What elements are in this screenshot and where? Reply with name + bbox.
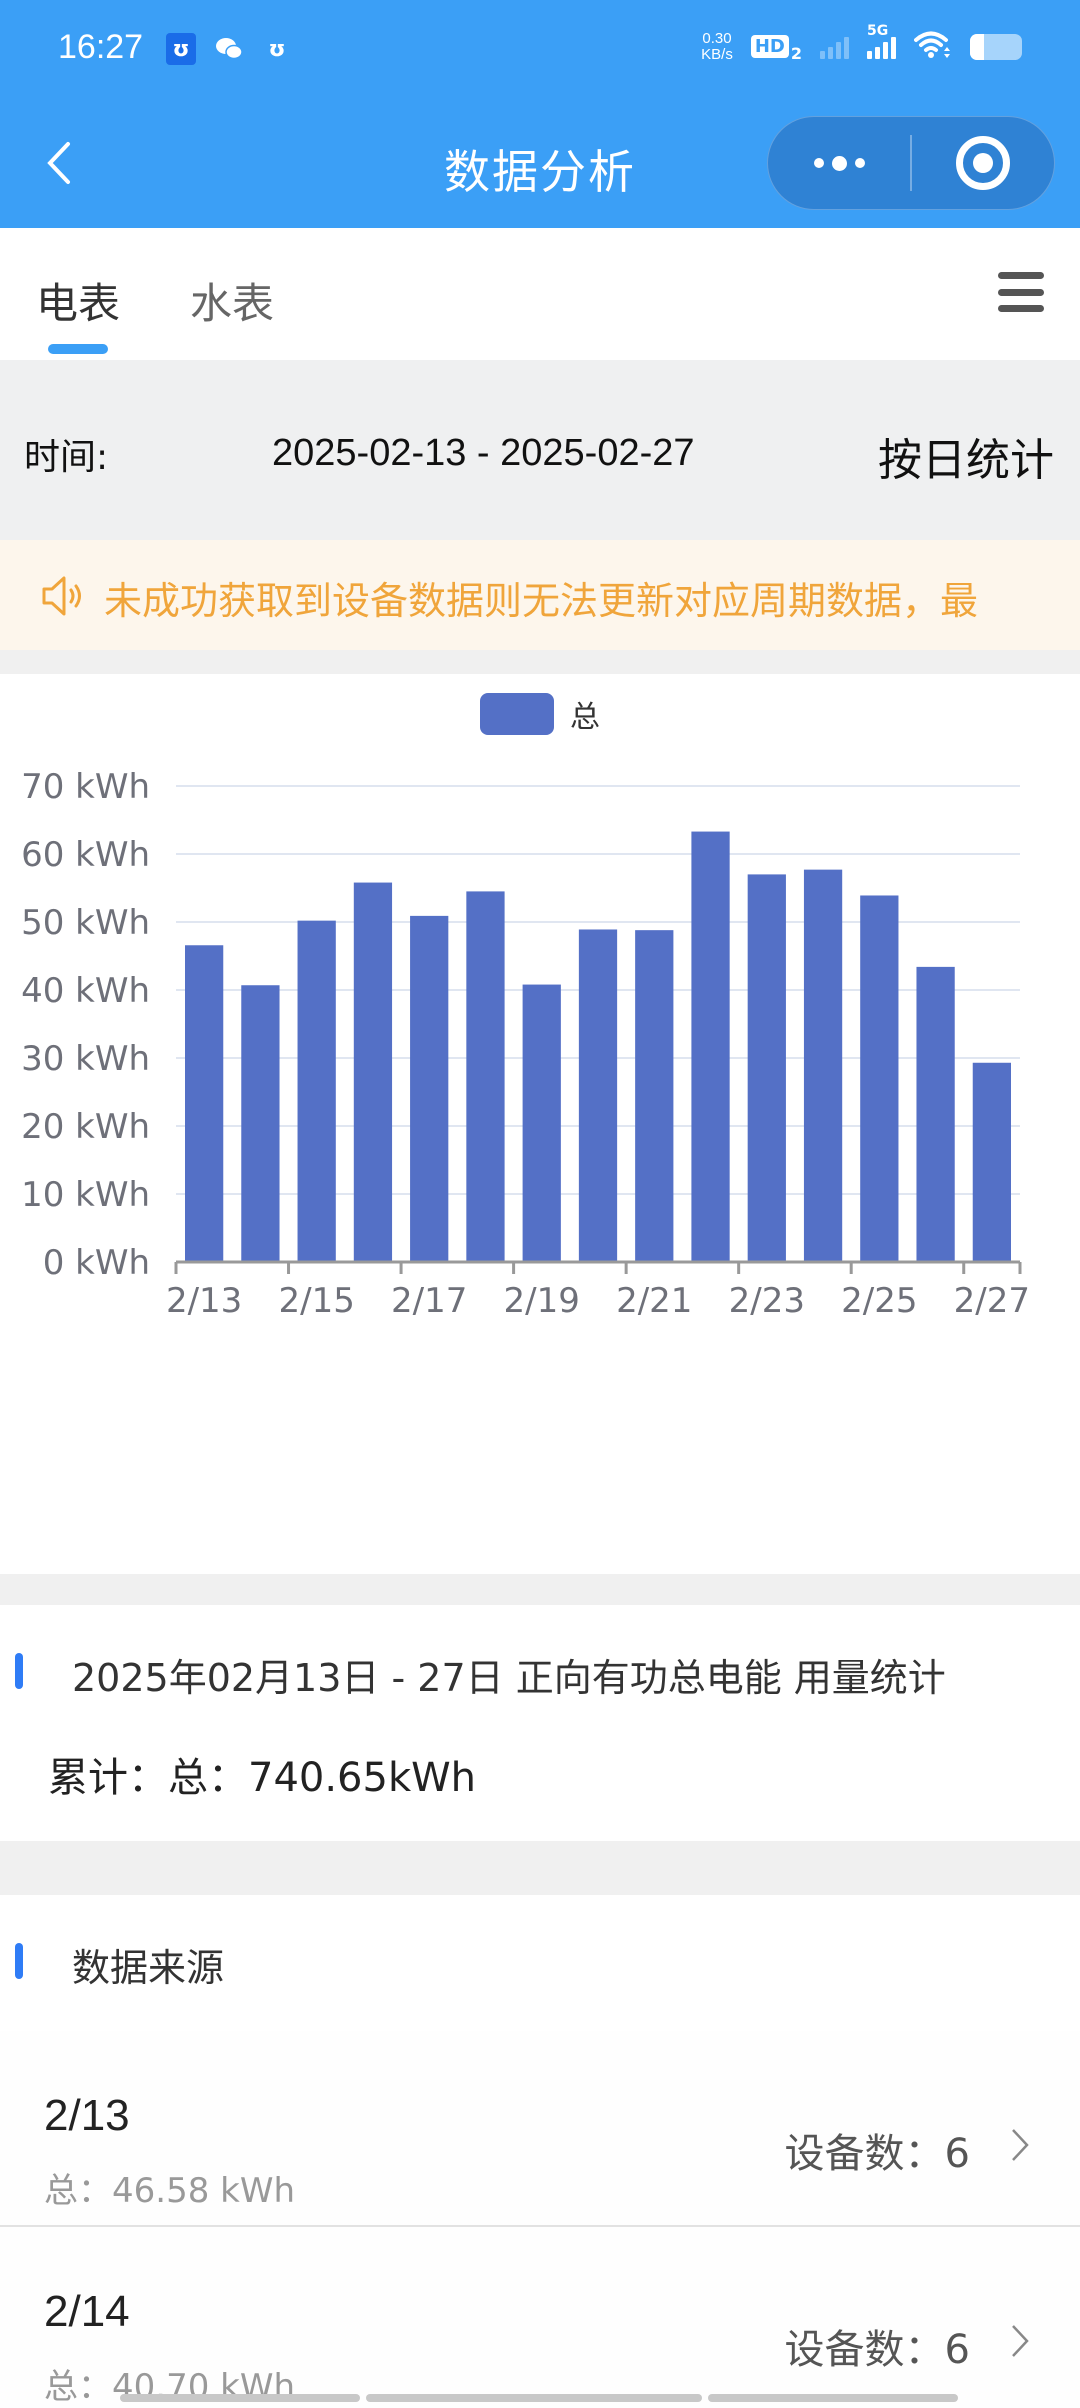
hd-voice-icon: HD <box>750 35 789 58</box>
chart-bar[interactable] <box>578 929 618 1262</box>
item-value: 总：46.58 kWh <box>44 2171 295 2211</box>
chart-bar[interactable] <box>185 945 224 1262</box>
usage-summary: 2025年02月13日 - 27日 正向有功总电能 用量统计 累计：总：740.… <box>0 1605 1080 1841</box>
chart-bar[interactable] <box>353 882 393 1262</box>
chart-bar[interactable] <box>972 1062 1011 1262</box>
item-date: 2/13 <box>44 2091 130 2140</box>
y-axis-label: 60 kWh <box>21 835 150 875</box>
chevron-left-icon <box>47 142 70 184</box>
time-filter-bar: 时间: 2025-02-13 - 2025-02-27 按日统计 <box>0 360 1080 540</box>
net-speed-value: 0.30 <box>702 29 732 47</box>
legend-swatch <box>480 693 554 735</box>
net-speed: 0.30 KB/s <box>701 29 733 63</box>
bar-chart: 0 kWh 10 kWh 20 kWh 30 kWh 40 kWh 50 kWh 60 kW… <box>21 767 1030 1321</box>
capsule-divider <box>910 135 912 191</box>
item-device-count: 设备数：6 <box>784 2131 970 2177</box>
chart-bar[interactable] <box>410 915 449 1262</box>
hamburger-menu-icon[interactable] <box>998 272 1044 312</box>
y-axis-label: 40 kWh <box>21 971 150 1011</box>
section-accent-bar <box>15 1943 23 1979</box>
notice-text: 未成功获取到设备数据则无法更新对应周期数据，最 <box>104 579 979 623</box>
list-item[interactable]: 2/13 总：46.58 kWh 设备数：6 <box>0 2031 1080 2229</box>
chart-legend[interactable]: 总 <box>0 692 1080 736</box>
signal-5g-icon: 5G <box>867 23 896 59</box>
chart-bar[interactable] <box>803 869 843 1262</box>
hd-sub: 2 <box>790 44 802 63</box>
x-axis-label: 2/21 <box>616 1281 692 1321</box>
status-bar: 16:27 ʊ ʊ 0.30 KB/s HD 2 5G <box>0 0 1080 100</box>
app-notification-icon: ʊ <box>166 33 196 65</box>
wechat-icon <box>214 33 244 65</box>
summary-total: 累计：总：740.65kWh <box>48 1755 477 1801</box>
battery-icon <box>970 33 1022 60</box>
y-axis-label: 20 kWh <box>21 1107 150 1147</box>
source-title: 数据来源 <box>72 1946 225 1990</box>
notification-icons: ʊ ʊ <box>166 33 292 65</box>
x-axis-label: 2/13 <box>166 1281 242 1321</box>
list-divider <box>0 2225 1080 2227</box>
chart-bar[interactable] <box>916 966 955 1262</box>
chart-bar[interactable] <box>860 895 899 1262</box>
active-tab-indicator <box>48 344 108 354</box>
mini-program-capsule <box>767 116 1055 210</box>
data-source-section: 数据来源 2/13 总：46.58 kWh 设备数：6 2/14 总：40.70… <box>0 1895 1080 2408</box>
y-axis-label: 0 kWh <box>43 1243 150 1283</box>
chart-bar[interactable] <box>297 920 336 1262</box>
scroll-indicator <box>120 2394 960 2402</box>
usage-chart: 总 0 kWh 10 kWh 20 kWh 30 kWh 40 kWh 50 kWh 60 … <box>0 674 1080 1574</box>
chevron-right-icon <box>1012 2129 1029 2161</box>
speaker-icon <box>42 576 81 616</box>
chart-bar[interactable] <box>241 985 280 1262</box>
chevron-right-icon <box>1012 2325 1029 2357</box>
close-mini-program-button[interactable] <box>912 117 1054 209</box>
chart-bar[interactable] <box>635 930 674 1262</box>
header: 16:27 ʊ ʊ 0.30 KB/s HD 2 5G <box>0 0 1080 228</box>
chart-bar[interactable] <box>466 891 505 1262</box>
x-axis-label: 2/15 <box>278 1281 354 1321</box>
x-axis-label: 2/19 <box>504 1281 580 1321</box>
legend-label: 总 <box>570 700 600 735</box>
status-right-icons: 0.30 KB/s HD 2 5G <box>701 23 1022 63</box>
network-type-label: 5G <box>867 22 889 39</box>
tab-water-meter[interactable]: 水表 <box>190 279 275 328</box>
y-axis-label: 10 kWh <box>21 1175 150 1215</box>
back-button[interactable] <box>40 138 80 188</box>
y-axis-label: 30 kWh <box>21 1039 150 1079</box>
x-axis-label: 2/17 <box>391 1281 467 1321</box>
net-speed-unit: KB/s <box>701 45 733 63</box>
x-axis-label: 2/25 <box>841 1281 917 1321</box>
notice-bar: 未成功获取到设备数据则无法更新对应周期数据，最 <box>0 540 1080 650</box>
chart-bar[interactable] <box>522 984 561 1262</box>
target-circle-icon <box>956 136 1010 190</box>
chart-bar[interactable] <box>691 831 730 1262</box>
more-dots-icon <box>813 155 865 171</box>
item-date: 2/14 <box>44 2287 130 2336</box>
x-axis-label: 2/23 <box>729 1281 805 1321</box>
status-time: 16:27 <box>58 28 144 66</box>
stat-mode-selector[interactable]: 按日统计 <box>878 435 1054 486</box>
chart-bar[interactable] <box>747 874 786 1262</box>
app-notification-icon-2: ʊ <box>268 36 286 62</box>
signal-sim1-icon <box>820 35 849 59</box>
page-title: 数据分析 <box>444 145 636 199</box>
list-item[interactable]: 2/14 总：40.70 kWh 设备数：6 <box>0 2227 1080 2408</box>
more-button[interactable] <box>768 117 910 209</box>
date-range-picker[interactable]: 2025-02-13 - 2025-02-27 <box>272 432 695 474</box>
meter-tabs: 电表 水表 <box>0 228 1080 360</box>
y-axis-label: 50 kWh <box>21 903 150 943</box>
time-label: 时间: <box>24 437 109 478</box>
summary-title: 2025年02月13日 - 27日 正向有功总电能 用量统计 <box>72 1656 946 1700</box>
item-device-count: 设备数：6 <box>784 2327 970 2373</box>
x-axis-label: 2/27 <box>954 1281 1030 1321</box>
tab-electric-meter[interactable]: 电表 <box>36 279 121 328</box>
wifi-icon <box>914 31 952 63</box>
y-axis-label: 70 kWh <box>21 767 150 807</box>
section-accent-bar <box>15 1653 23 1689</box>
